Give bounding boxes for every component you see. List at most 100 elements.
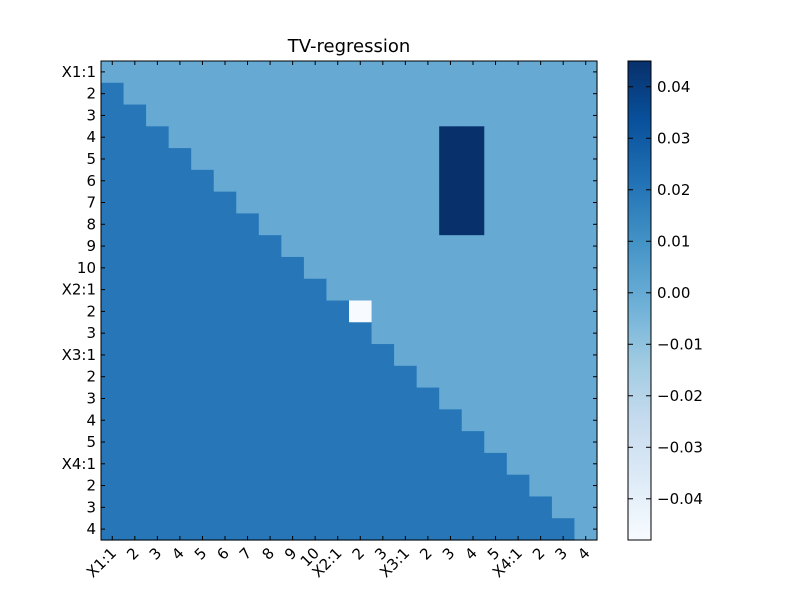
- heatmap-cell: [236, 409, 260, 432]
- heatmap-cell: [123, 148, 147, 171]
- heatmap-cell: [101, 518, 125, 541]
- heatmap-cell: [529, 169, 553, 193]
- heatmap-cell: [484, 169, 508, 193]
- heatmap-cell: [213, 365, 237, 389]
- heatmap-cell: [529, 256, 553, 280]
- heatmap-cell: [258, 409, 282, 432]
- heatmap-cell: [461, 235, 485, 258]
- heatmap-cell: [461, 82, 485, 106]
- heatmap-cell: [258, 104, 282, 127]
- heatmap-cell: [506, 496, 530, 519]
- heatmap-cell: [416, 300, 440, 323]
- heatmap-cell: [258, 300, 282, 323]
- heatmap-cell: [191, 278, 215, 302]
- heatmap-cell: [574, 452, 598, 476]
- heatmap-cell: [258, 126, 282, 149]
- heatmap-cell: [394, 365, 418, 389]
- heatmap-cell: [574, 61, 598, 84]
- heatmap-cell: [213, 169, 237, 193]
- heatmap-cell: [168, 431, 192, 454]
- heatmap-cell: [191, 104, 215, 127]
- heatmap-cell: [326, 474, 350, 498]
- heatmap-cell: [303, 387, 328, 410]
- heatmap-cell: [146, 300, 170, 323]
- heatmap-cell: [213, 452, 237, 476]
- heatmap-cell: [506, 278, 530, 302]
- heatmap-cell: [574, 82, 598, 106]
- heatmap-cell: [349, 518, 373, 541]
- heatmap-cell: [416, 191, 440, 215]
- heatmap-cell: [574, 322, 598, 345]
- heatmap-cell: [303, 191, 328, 215]
- heatmap-cell: [394, 148, 418, 171]
- heatmap-cell: [506, 322, 530, 345]
- heatmap-cell: [281, 256, 305, 280]
- row-tick-label: 2: [86, 368, 96, 386]
- heatmap-cell: [258, 169, 282, 193]
- heatmap-cell: [439, 191, 463, 215]
- heatmap-cell: [236, 474, 260, 498]
- heatmap-cell: [191, 191, 215, 215]
- heatmap-cell: [484, 104, 508, 127]
- heatmap-cell: [529, 61, 553, 84]
- heatmap-cell: [236, 213, 260, 236]
- heatmap-cell: [551, 431, 576, 454]
- heatmap-cell: [461, 126, 485, 149]
- heatmap-cell: [303, 235, 328, 258]
- heatmap-cell: [236, 496, 260, 519]
- heatmap-cell: [168, 235, 192, 258]
- heatmap-cell: [213, 61, 237, 84]
- heatmap-cell: [349, 278, 373, 302]
- row-tick-label: 2: [86, 477, 96, 495]
- heatmap-cell: [213, 82, 237, 106]
- heatmap-cell: [551, 148, 576, 171]
- heatmap-cell: [551, 496, 576, 519]
- heatmap-cell: [349, 431, 373, 454]
- heatmap-cell: [146, 431, 170, 454]
- heatmap-cell: [371, 278, 395, 302]
- heatmap-cell: [123, 278, 147, 302]
- heatmap-cell: [303, 474, 328, 498]
- colorbar-tick-label: −0.04: [657, 490, 703, 508]
- heatmap-cell: [303, 431, 328, 454]
- row-tick-label: X3:1: [62, 346, 96, 364]
- heatmap-cell: [506, 256, 530, 280]
- heatmap-cell: [349, 82, 373, 106]
- heatmap-cell: [281, 474, 305, 498]
- heatmap-cell: [551, 365, 576, 389]
- heatmap-cell: [416, 104, 440, 127]
- heatmap-cell: [461, 278, 485, 302]
- heatmap-cell: [258, 148, 282, 171]
- heatmap-cell: [213, 344, 237, 367]
- heatmap-cell: [394, 387, 418, 410]
- heatmap-cell: [416, 61, 440, 84]
- heatmap-cell: [281, 235, 305, 258]
- row-tick-label: 9: [86, 237, 96, 255]
- heatmap-cell: [551, 452, 576, 476]
- heatmap-cell: [101, 409, 125, 432]
- heatmap-cell: [123, 235, 147, 258]
- heatmap-cell: [439, 148, 463, 171]
- heatmap-cell: [236, 148, 260, 171]
- heatmap-cell: [258, 496, 282, 519]
- heatmap-cell: [529, 82, 553, 106]
- heatmap-cell: [416, 496, 440, 519]
- heatmap-cell: [303, 148, 328, 171]
- heatmap-cell: [484, 278, 508, 302]
- heatmap-cell: [123, 61, 147, 84]
- heatmap-cell: [461, 431, 485, 454]
- heatmap-cell: [439, 235, 463, 258]
- heatmap-cell: [213, 278, 237, 302]
- heatmap-cell: [258, 365, 282, 389]
- heatmap-cell: [574, 256, 598, 280]
- heatmap-cell: [394, 191, 418, 215]
- heatmap-cell: [461, 169, 485, 193]
- heatmap-cell: [574, 344, 598, 367]
- heatmap-cell: [349, 322, 373, 345]
- heatmap-cell: [191, 365, 215, 389]
- heatmap-cell: [461, 213, 485, 236]
- heatmap-cell: [303, 104, 328, 127]
- heatmap-cell: [326, 126, 350, 149]
- heatmap-cell: [506, 365, 530, 389]
- heatmap-cell: [551, 82, 576, 106]
